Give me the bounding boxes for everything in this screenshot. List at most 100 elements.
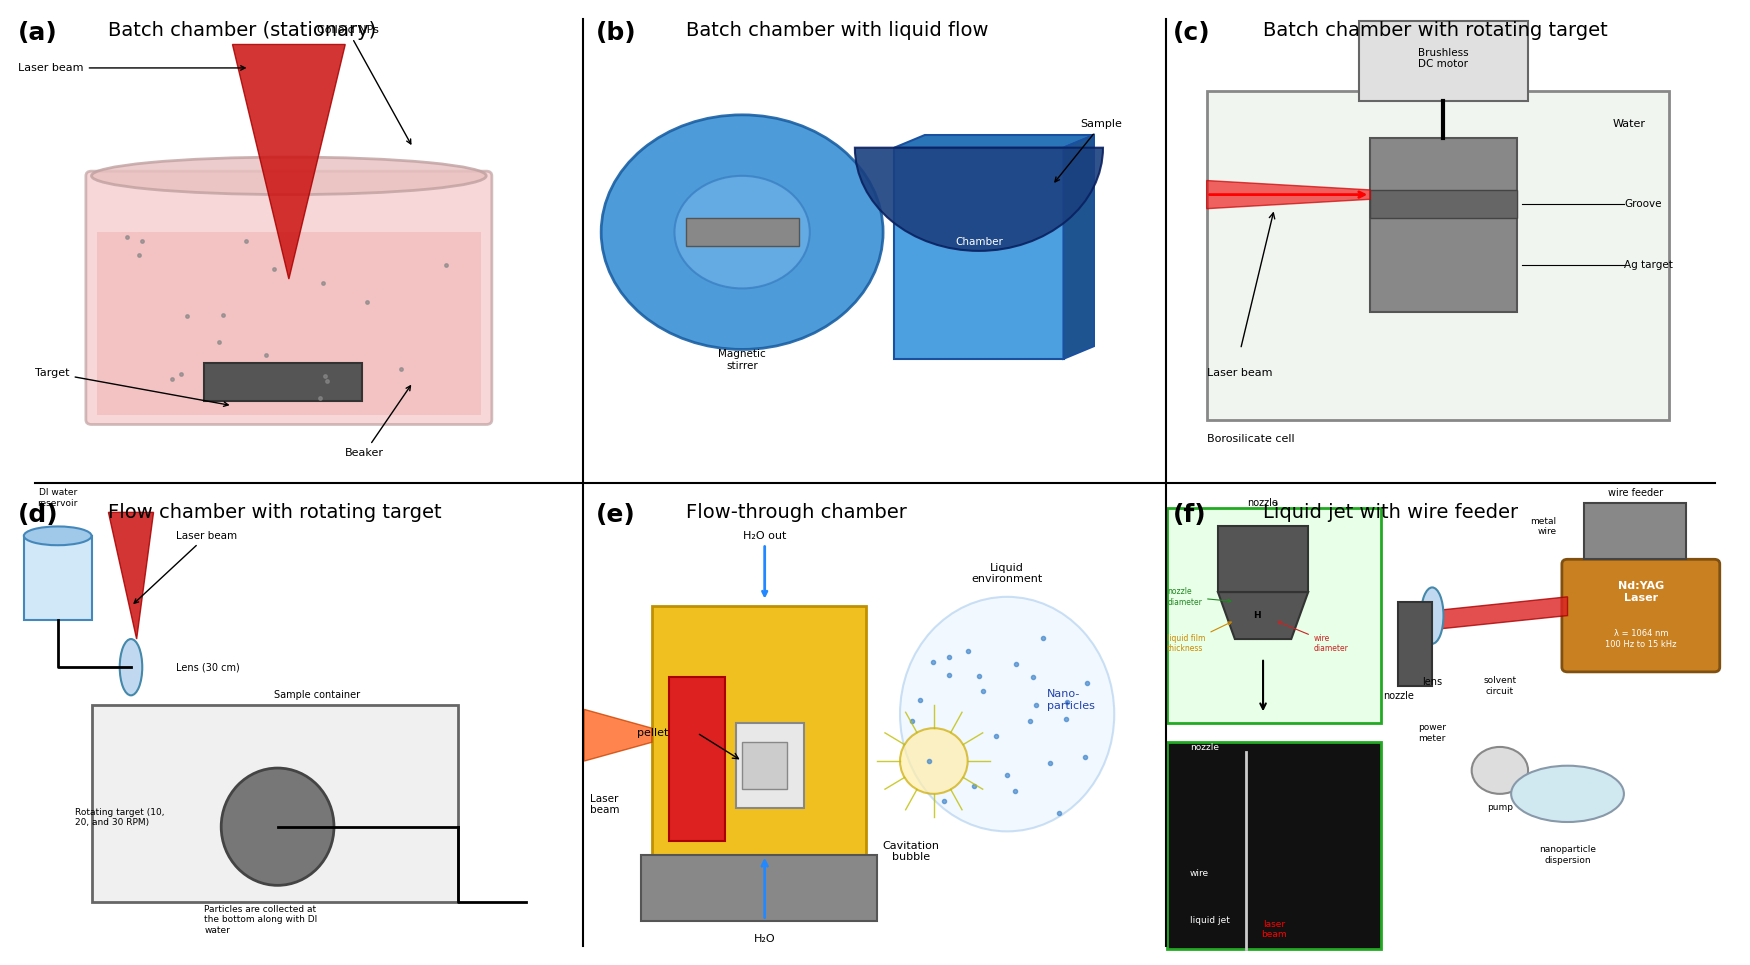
Text: lens: lens [1423, 676, 1442, 686]
Bar [1584, 503, 1685, 560]
Text: Nano-
particles: Nano- particles [1046, 689, 1094, 711]
Text: (d): (d) [18, 503, 60, 527]
Bar [1167, 508, 1381, 724]
Bar [91, 704, 459, 901]
Text: power
meter: power meter [1418, 723, 1445, 743]
Circle shape [674, 176, 810, 289]
Text: Batch chamber with rotating target: Batch chamber with rotating target [1264, 21, 1608, 40]
Text: Laser
beam: Laser beam [590, 794, 619, 815]
Text: Liquid
environment: Liquid environment [971, 563, 1043, 584]
Polygon shape [584, 709, 653, 761]
Bar [1208, 92, 1670, 420]
Text: (a): (a) [18, 21, 58, 45]
Bar [24, 536, 91, 620]
Text: λ = 1064 nm
100 Hz to 15 kHz: λ = 1064 nm 100 Hz to 15 kHz [1605, 629, 1676, 648]
Text: Liquid jet with wire feeder: Liquid jet with wire feeder [1264, 503, 1519, 522]
Text: H: H [1253, 611, 1262, 620]
Text: Beaker: Beaker [345, 386, 411, 457]
FancyBboxPatch shape [1563, 560, 1720, 672]
Bar [1398, 601, 1431, 686]
Circle shape [1472, 747, 1528, 794]
Ellipse shape [900, 596, 1115, 832]
Text: Borosilicate cell: Borosilicate cell [1208, 433, 1295, 444]
Text: Ag target: Ag target [1624, 260, 1673, 270]
Bar [668, 676, 724, 841]
Ellipse shape [24, 527, 91, 545]
Text: Batch chamber with liquid flow: Batch chamber with liquid flow [686, 21, 989, 40]
Text: Groove: Groove [1624, 199, 1661, 209]
Bar [686, 218, 798, 246]
Bar [653, 606, 866, 865]
Text: Particles are collected at
the bottom along with DI
water: Particles are collected at the bottom al… [205, 905, 317, 934]
Bar [640, 855, 877, 921]
Text: Colloid NPs: Colloid NPs [317, 25, 411, 144]
Text: (f): (f) [1172, 503, 1206, 527]
Bar [1370, 138, 1517, 312]
Circle shape [602, 115, 884, 349]
Text: nozzle
diameter: nozzle diameter [1167, 587, 1230, 607]
FancyBboxPatch shape [86, 171, 492, 425]
Text: laser
beam: laser beam [1262, 920, 1288, 939]
Ellipse shape [900, 729, 968, 794]
Polygon shape [1218, 593, 1309, 639]
Polygon shape [1208, 180, 1370, 208]
Text: Cavitation
bubble: Cavitation bubble [882, 841, 940, 863]
Ellipse shape [220, 768, 334, 885]
Polygon shape [108, 512, 154, 639]
Bar [1218, 527, 1309, 593]
Text: solvent
circuit: solvent circuit [1484, 676, 1517, 696]
Bar [1370, 190, 1517, 218]
Text: Sample: Sample [1055, 120, 1122, 181]
Bar [98, 233, 481, 415]
Bar [205, 364, 362, 401]
Text: Brushless
DC motor: Brushless DC motor [1418, 47, 1468, 69]
Text: DI water
reservoir: DI water reservoir [37, 488, 79, 508]
Text: nozzle: nozzle [1248, 498, 1279, 508]
Text: wire feeder: wire feeder [1608, 488, 1662, 498]
Text: Batch chamber (stationary): Batch chamber (stationary) [108, 21, 376, 40]
Text: Rotating target (10,
20, and 30 RPM): Rotating target (10, 20, and 30 RPM) [75, 808, 164, 827]
Text: wire: wire [1190, 869, 1209, 878]
Text: nanoparticle
dispersion: nanoparticle dispersion [1538, 845, 1596, 865]
Text: Lens (30 cm): Lens (30 cm) [177, 662, 240, 673]
Bar [742, 742, 788, 789]
Text: Top: Top [732, 100, 752, 110]
Bar [1360, 21, 1528, 100]
Text: liquid jet: liquid jet [1190, 916, 1230, 925]
Text: Flow chamber with rotating target: Flow chamber with rotating target [108, 503, 443, 522]
Text: (e): (e) [595, 503, 635, 527]
Wedge shape [856, 148, 1102, 251]
Text: pellet: pellet [637, 728, 668, 738]
Text: wire
diameter: wire diameter [1278, 621, 1349, 653]
Text: Water: Water [1614, 120, 1645, 129]
Ellipse shape [1512, 765, 1624, 822]
Text: liquid film
thickness: liquid film thickness [1167, 622, 1232, 653]
Polygon shape [1064, 135, 1094, 359]
Polygon shape [894, 135, 1094, 148]
Text: Nd:YAG
Laser: Nd:YAG Laser [1617, 581, 1664, 603]
Text: (b): (b) [595, 21, 637, 45]
Text: Laser beam: Laser beam [18, 63, 245, 73]
Text: Chamber: Chamber [956, 236, 1003, 246]
Text: nozzle: nozzle [1190, 743, 1218, 752]
Ellipse shape [119, 639, 142, 696]
Polygon shape [1432, 596, 1568, 629]
Text: Target: Target [35, 368, 228, 406]
Text: nozzle: nozzle [1382, 691, 1414, 701]
Text: Laser beam: Laser beam [1208, 368, 1272, 378]
Bar [737, 724, 805, 808]
Text: Laser beam: Laser beam [135, 531, 238, 603]
Text: H₂O out: H₂O out [744, 531, 786, 595]
Text: (c): (c) [1172, 21, 1211, 45]
Text: pump: pump [1488, 803, 1512, 813]
Ellipse shape [1421, 588, 1444, 644]
Polygon shape [233, 44, 345, 279]
Text: Magnetic
stirrer: Magnetic stirrer [718, 349, 766, 371]
Text: metal
wire: metal wire [1530, 516, 1556, 537]
Bar [894, 148, 1064, 359]
Text: Flow-through chamber: Flow-through chamber [686, 503, 906, 522]
Bar [1167, 742, 1381, 949]
Text: Sample container: Sample container [275, 690, 360, 700]
Text: H₂O: H₂O [754, 934, 775, 944]
Ellipse shape [91, 157, 487, 195]
